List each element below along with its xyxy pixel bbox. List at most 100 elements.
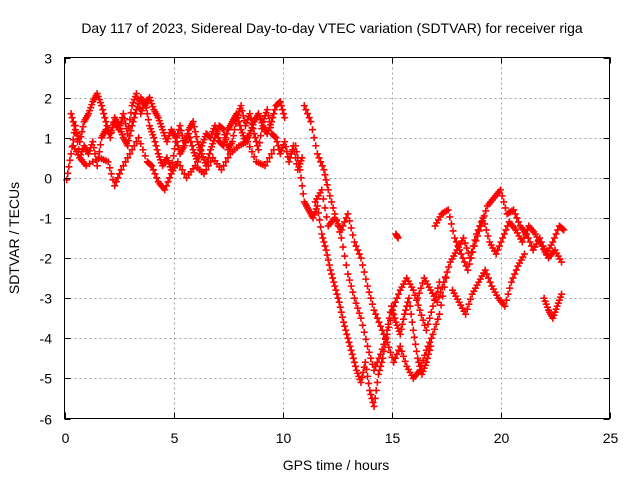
data-point (132, 138, 140, 146)
data-point (372, 386, 380, 394)
data-point (461, 258, 469, 266)
data-point (339, 222, 347, 230)
data-point (374, 370, 382, 378)
data-point (511, 270, 519, 278)
data-point (126, 132, 134, 140)
data-point (421, 351, 429, 359)
data-point (342, 261, 350, 269)
data-point (263, 106, 271, 114)
data-point (365, 379, 373, 387)
data-point (512, 266, 520, 274)
data-point (99, 106, 107, 114)
data-point (382, 334, 390, 342)
data-point (135, 134, 143, 142)
data-point (331, 282, 339, 290)
data-point (408, 318, 416, 326)
data-point (328, 270, 336, 278)
data-point (76, 138, 84, 146)
data-point (359, 261, 367, 269)
data-point (377, 322, 385, 330)
data-point (192, 133, 200, 141)
data-point (256, 139, 264, 147)
data-point (502, 296, 510, 304)
x-tick-label: 15 (385, 430, 401, 446)
data-point (466, 254, 474, 262)
data-point (427, 334, 435, 342)
data-point (268, 118, 276, 126)
data-point (174, 158, 182, 166)
data-point (191, 128, 199, 136)
data-point (373, 358, 381, 366)
data-point (305, 114, 313, 122)
data-point (393, 350, 401, 358)
data-point (463, 305, 471, 313)
data-point (377, 350, 385, 358)
data-point (397, 325, 405, 333)
data-point (131, 110, 139, 118)
data-point (383, 338, 391, 346)
data-point (281, 114, 289, 122)
data-point (91, 150, 99, 158)
data-point (325, 261, 333, 269)
data-point (222, 134, 230, 142)
data-point (435, 310, 443, 318)
data-point (354, 304, 362, 312)
data-point (497, 186, 504, 194)
data-point (463, 244, 471, 252)
data-point (372, 310, 380, 318)
data-point (77, 133, 85, 141)
data-point (520, 234, 528, 242)
data-point (223, 130, 231, 138)
data-point (346, 217, 354, 225)
data-point (394, 234, 402, 242)
data-point (141, 152, 149, 160)
data-point (170, 152, 177, 160)
data-point (427, 308, 435, 316)
data-point (510, 206, 518, 214)
data-point (419, 316, 427, 324)
data-point (417, 361, 425, 369)
data-point (422, 346, 430, 354)
x-axis-label: GPS time / hours (283, 457, 390, 473)
data-point (137, 140, 145, 148)
data-point (364, 282, 372, 290)
data-point (220, 142, 228, 150)
data-point (367, 390, 375, 398)
data-point (214, 134, 222, 142)
data-point (299, 190, 307, 198)
data-point (501, 302, 509, 310)
data-point (78, 128, 86, 136)
data-point (166, 174, 174, 182)
data-point (560, 226, 568, 234)
data-point (362, 365, 370, 373)
data-point (150, 134, 158, 142)
data-point (280, 110, 288, 118)
data-point (446, 213, 454, 221)
data-point (202, 166, 210, 174)
data-point (317, 158, 325, 166)
data-point (96, 141, 104, 149)
data-point (435, 293, 443, 301)
data-point (125, 137, 133, 145)
data-point (236, 122, 244, 130)
data-point (318, 162, 326, 170)
data-point (443, 268, 451, 276)
data-point (522, 230, 530, 238)
data-point (513, 214, 521, 222)
data-point (108, 124, 116, 132)
data-point (343, 330, 351, 338)
data-point (425, 350, 433, 358)
data-point (127, 127, 135, 135)
data-point (484, 232, 492, 240)
data-point (125, 123, 133, 131)
data-point (276, 98, 284, 106)
data-point (212, 126, 220, 134)
data-point (224, 154, 232, 162)
data-point (70, 122, 78, 130)
data-point (373, 314, 381, 322)
data-point (196, 150, 204, 158)
data-point (438, 283, 446, 291)
data-point (432, 320, 440, 328)
data-point (410, 333, 418, 341)
data-point (270, 110, 278, 118)
